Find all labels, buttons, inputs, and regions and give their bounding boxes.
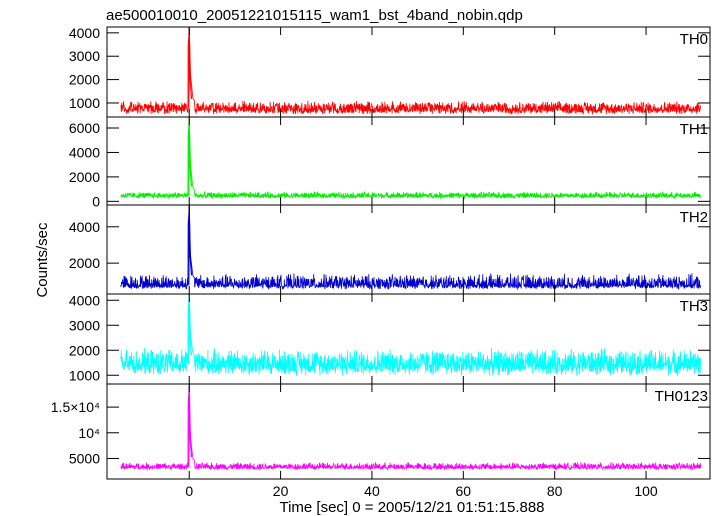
y-tick-label: 1.5×10⁴ [51,399,100,415]
panel-th2: 2000 4000 TH2 [69,204,711,295]
y-tick-label: 5000 [69,450,100,466]
series-line-th0123 [120,383,702,471]
figure-title: ae500010010_20051221015115_wam1_bst_4ban… [106,7,523,24]
panel-frame [106,383,711,480]
series-label-th0: TH0 [680,31,708,48]
series-line-th2 [120,204,702,291]
y-tick-label: 10⁴ [78,425,100,441]
y-tick-label: 6000 [69,120,100,136]
x-tick-label: 100 [634,483,658,499]
x-tick-label: 80 [547,483,563,499]
series-label-th2: TH2 [680,209,708,226]
series-line-th1 [120,116,701,200]
burst-spike-th1 [188,116,193,196]
x-tick-label: 60 [456,483,472,499]
series-line-th0 [120,26,702,115]
burst-spike-th2 [188,204,193,285]
y-tick-label: 4000 [69,25,100,41]
panel-th0: 1000 2000 3000 4000 TH0 [69,25,711,118]
burst-spike-th0123 [188,383,193,468]
burst-spike-th0 [188,26,193,109]
y-tick-label: 2000 [69,342,100,358]
y-axis-label: Counts/sec [34,222,51,298]
y-tick-label: 2000 [69,72,100,88]
panel-th1: 0 2000 4000 6000 TH1 [69,116,711,209]
y-tick-label: 3000 [69,317,100,333]
series-label-th3: TH3 [680,298,708,315]
y-tick-label: 4000 [69,144,100,160]
panel-th3: 1000 2000 3000 4000 TH3 [69,292,711,385]
series-label-th0123: TH0123 [655,388,708,405]
x-tick-label: 40 [364,483,380,499]
x-axis-label: Time [sec] 0 = 2005/12/21 01:51:15.888 [279,499,544,516]
x-tick-label: 0 [185,483,193,499]
y-tick-label: 4000 [69,219,100,235]
x-tick-label: 20 [273,483,289,499]
y-tick-label: 4000 [69,292,100,308]
series-line-th3 [120,293,702,377]
y-tick-label: 2000 [69,169,100,185]
panel-frame [106,116,711,206]
y-tick-label: 0 [92,193,100,209]
burst-spike-th3 [188,293,193,365]
series-label-th1: TH1 [680,121,708,138]
panel-th0123: 5000 10⁴ 1.5×10⁴ 0 20 40 60 80 100 TH0123 [51,383,711,499]
y-tick-label: 1000 [69,367,100,383]
y-tick-label: 2000 [69,255,100,271]
y-tick-label: 3000 [69,48,100,64]
y-tick-label: 1000 [69,95,100,111]
